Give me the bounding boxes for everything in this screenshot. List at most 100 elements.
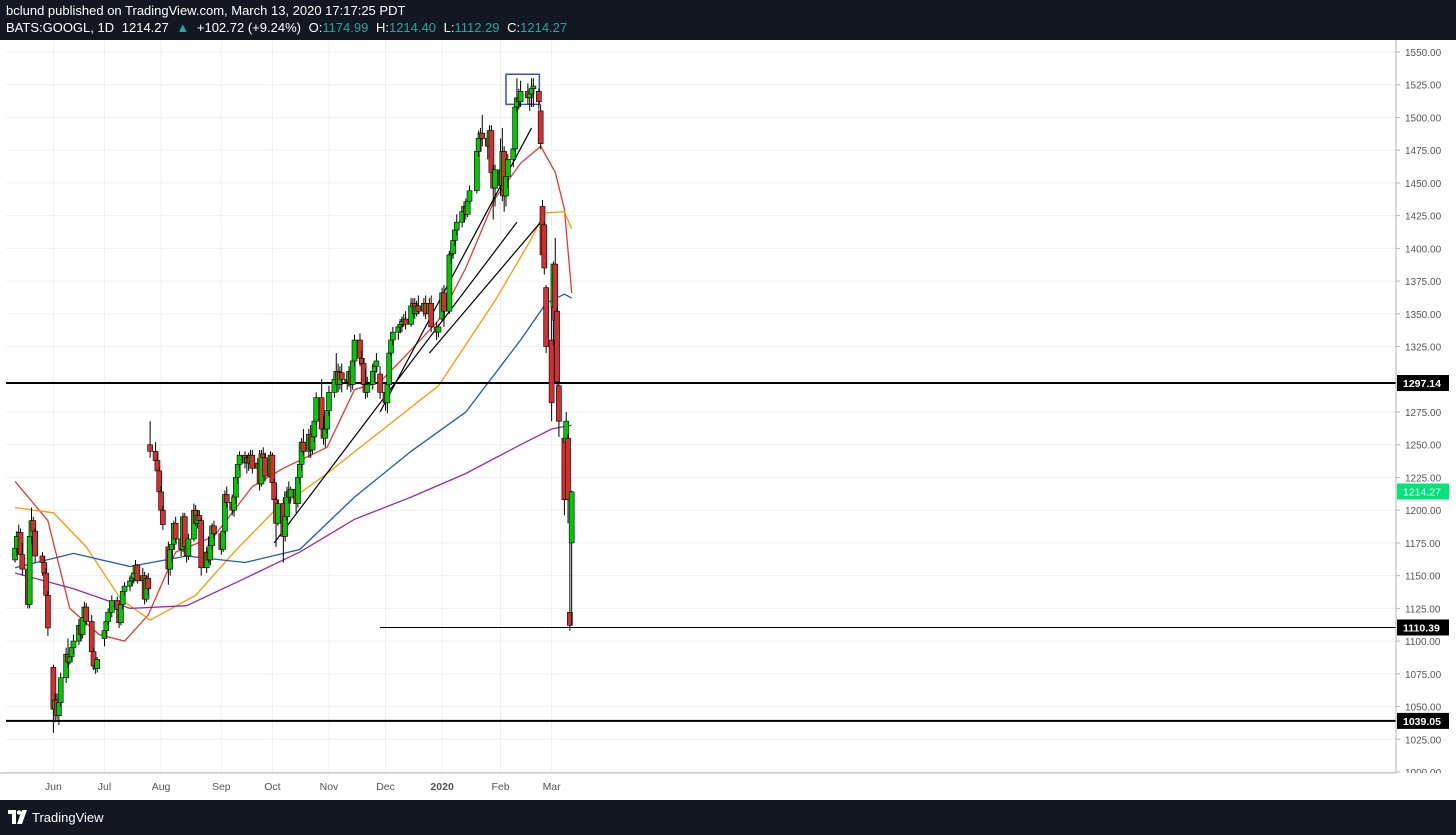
- candles: [12, 78, 575, 733]
- price-axis-bg: [1396, 40, 1456, 800]
- candle-body: [541, 224, 548, 269]
- candle-body: [453, 221, 460, 231]
- candle-body: [145, 577, 152, 590]
- candle-body: [512, 106, 518, 150]
- footer-bar: TradingView: [0, 800, 1456, 835]
- low-value: 1112.29: [454, 20, 500, 35]
- candlestick-chart[interactable]: 1550.00 1525.00 1500.00 1475.00 1450.00 1425.…: [0, 40, 1456, 800]
- level-badge-label: 1297.14: [1403, 378, 1441, 390]
- candle-body: [428, 303, 434, 328]
- candle: [94, 656, 100, 673]
- candle-body: [556, 385, 562, 422]
- candle-body: [505, 159, 511, 177]
- candle-body: [338, 372, 345, 380]
- level-badge: [1397, 619, 1449, 636]
- candle: [145, 573, 152, 596]
- candle: [492, 164, 498, 207]
- candle-body: [567, 611, 573, 626]
- candle: [147, 421, 153, 458]
- candle-body: [19, 554, 26, 570]
- candle-body: [108, 600, 115, 613]
- candle: [275, 499, 281, 526]
- candle-body: [105, 611, 111, 622]
- candle-body: [45, 594, 51, 629]
- candle-body: [554, 310, 560, 383]
- last-price-label: 1214.27: [1403, 487, 1441, 499]
- candle: [105, 608, 111, 626]
- level-badge-label: 1039.05: [1403, 716, 1441, 728]
- price-tick-label: 1450.00: [1405, 179, 1442, 190]
- moving-average-red: [14, 145, 573, 642]
- candle: [556, 381, 562, 437]
- candle-body: [249, 454, 256, 469]
- candle-body: [185, 538, 192, 557]
- candle-body: [57, 677, 64, 703]
- candle-body: [269, 454, 276, 483]
- candle: [19, 542, 26, 576]
- candle-body: [435, 326, 442, 333]
- candle: [338, 363, 345, 393]
- time-tick-label: 2020: [430, 781, 454, 793]
- candle-body: [377, 373, 383, 393]
- candle: [45, 591, 51, 636]
- price-tick-label: 1500.00: [1405, 113, 1442, 124]
- moving-averages: [14, 145, 573, 642]
- candle: [541, 222, 548, 275]
- candle: [134, 563, 141, 584]
- candle: [543, 285, 549, 354]
- chart-area[interactable]: 1550.00 1525.00 1500.00 1475.00 1450.00 1425.…: [0, 40, 1456, 800]
- candle-body: [402, 318, 409, 325]
- candle-body: [326, 392, 332, 411]
- candle: [565, 434, 571, 524]
- candle: [390, 326, 396, 346]
- up-arrow-icon: ▲: [176, 20, 190, 35]
- candle: [185, 533, 192, 560]
- low-label: L:: [443, 20, 455, 35]
- candle: [373, 353, 380, 373]
- candle: [160, 506, 166, 530]
- price-tick-label: 1525.00: [1405, 81, 1442, 92]
- candle-body: [88, 621, 95, 652]
- candle: [435, 324, 442, 338]
- candle-body: [390, 331, 396, 341]
- symbol-label: BATS:GOOGL, 1D: [6, 20, 115, 35]
- candle-body: [568, 491, 575, 544]
- price-tick-label: 1400.00: [1405, 244, 1442, 255]
- candle-body: [70, 640, 77, 648]
- time-axis-bg: [0, 773, 1456, 800]
- candle-body: [236, 454, 243, 465]
- candle-body: [537, 110, 544, 144]
- candle-body: [479, 132, 486, 139]
- candle: [249, 449, 256, 474]
- candle-body: [32, 530, 38, 557]
- tradingview-brand[interactable]: TradingView: [32, 810, 104, 825]
- price-tick-label: 1275.00: [1405, 408, 1442, 419]
- time-axis: Jun Jul Aug Sep Oct Nov Dec 2020 Feb Mar: [0, 772, 1456, 800]
- moving-average-blue: [14, 293, 573, 569]
- price-tick-label: 1150.00: [1405, 572, 1441, 583]
- candle: [567, 525, 573, 631]
- last-price-badge: [1397, 483, 1449, 500]
- candle: [83, 603, 90, 626]
- candle: [287, 486, 294, 504]
- grid: [6, 40, 1396, 773]
- candle-body: [415, 305, 422, 312]
- price-tick-label: 1350.00: [1405, 310, 1442, 321]
- candle-body: [147, 444, 153, 452]
- time-tick-label: Jul: [98, 781, 111, 793]
- price-tick-label: 1200.00: [1405, 506, 1442, 517]
- price-change: +102.72 (+9.24%): [196, 20, 301, 35]
- price-tick-label: 1175.00: [1405, 539, 1441, 550]
- candle-body: [287, 488, 294, 498]
- price-tick-label: 1325.00: [1405, 343, 1442, 354]
- tradingview-logo-icon[interactable]: [8, 810, 28, 824]
- candle: [236, 451, 243, 471]
- symbol-ohlc-line: BATS:GOOGL, 1D 1214.27 ▲ +102.72 (+9.24%…: [6, 20, 571, 35]
- high-label: H:: [375, 20, 389, 35]
- candle-body: [473, 151, 480, 192]
- price-tick-label: 1475.00: [1405, 146, 1442, 157]
- consolidation-box: [505, 73, 541, 106]
- candle: [377, 366, 383, 399]
- horizontal-levels: [6, 382, 1396, 722]
- candle-body: [300, 441, 307, 452]
